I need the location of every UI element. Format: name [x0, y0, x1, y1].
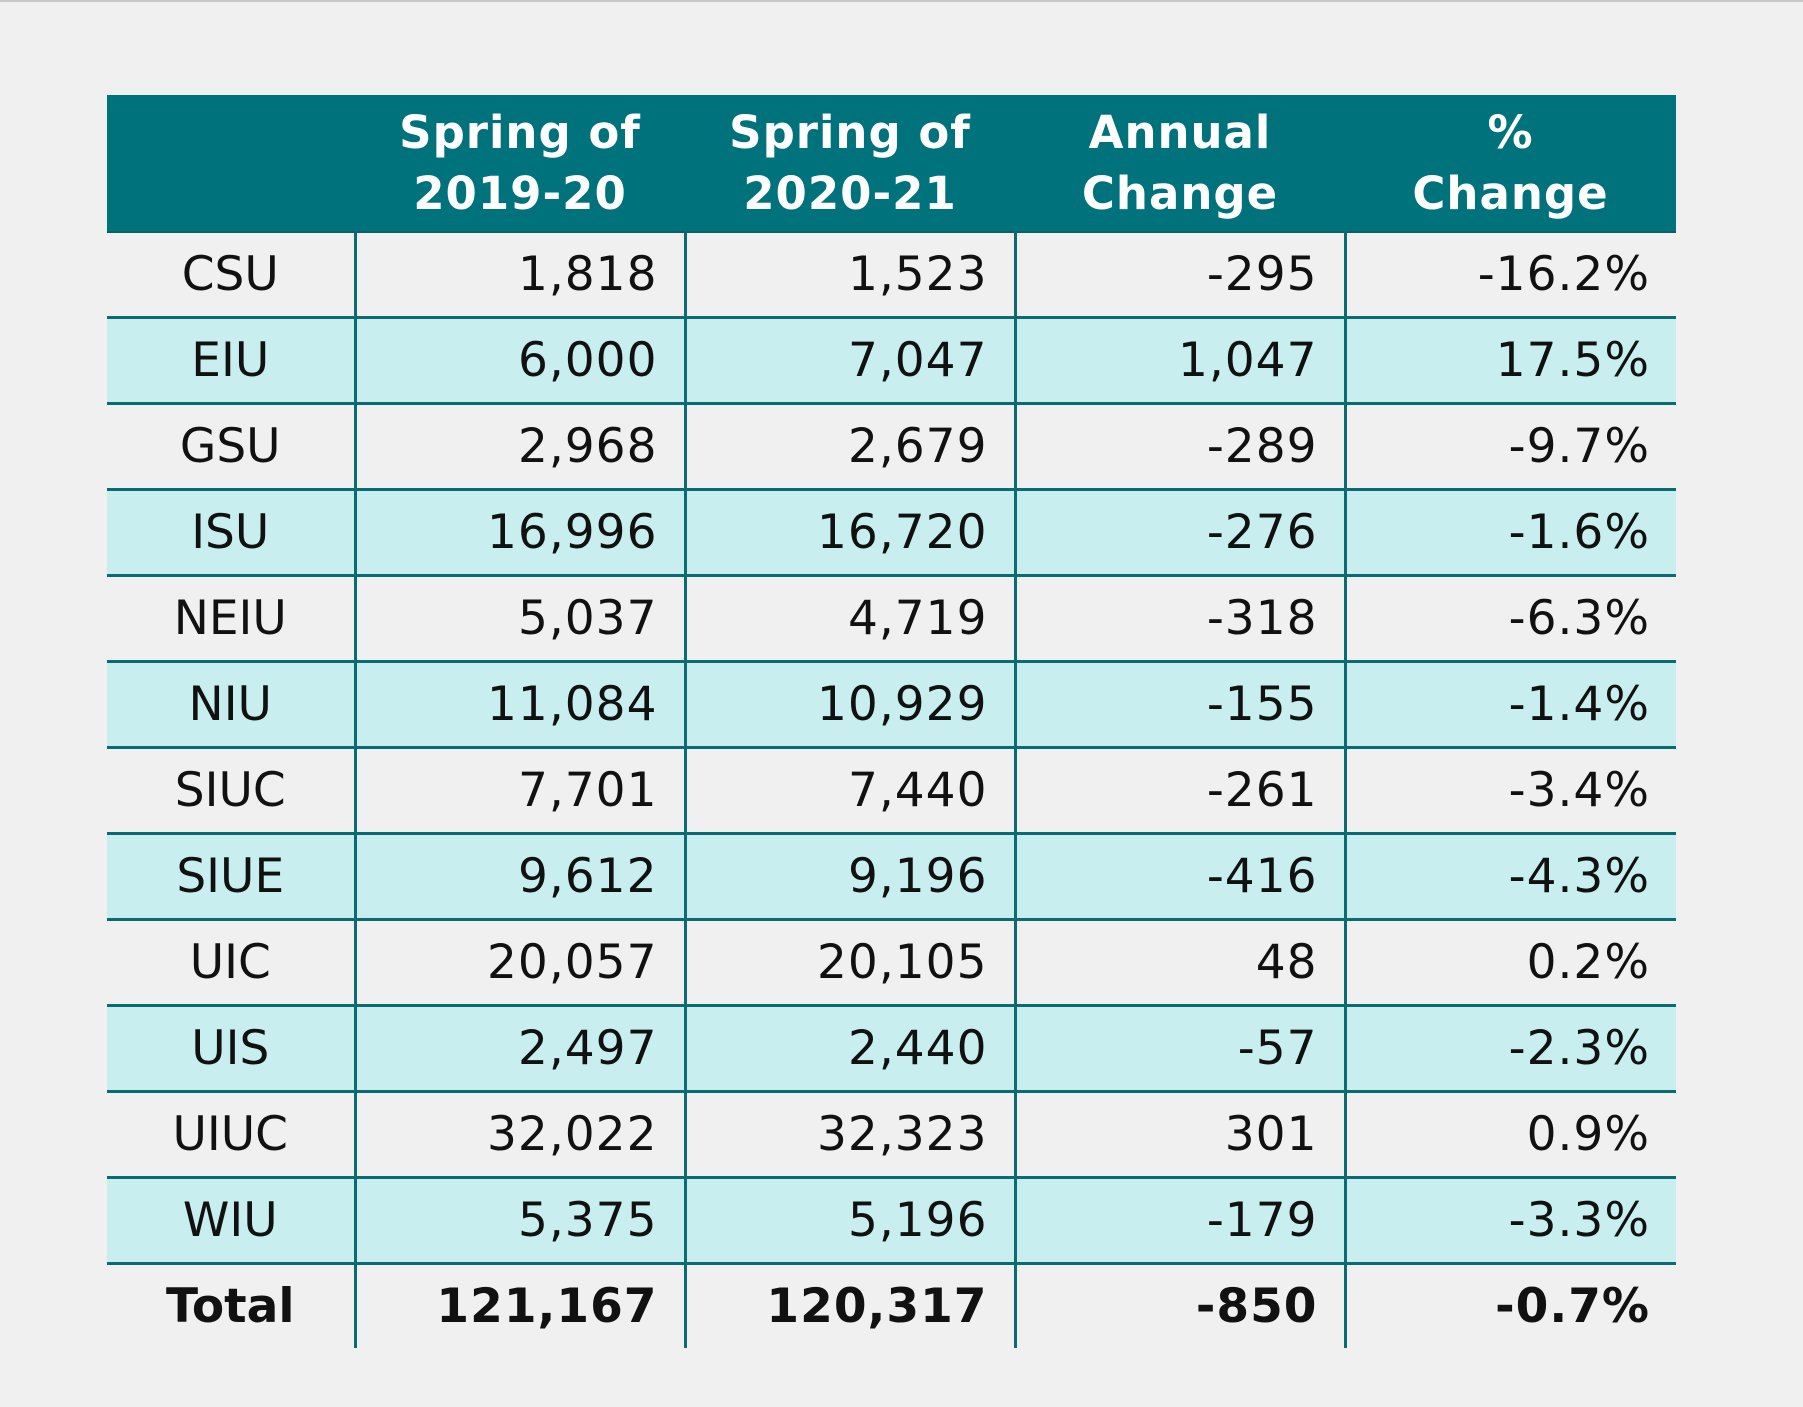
percent-change-cell: -0.7% [1343, 1263, 1676, 1348]
percent-change-cell: -9.7% [1343, 403, 1676, 491]
header-cell-spring-2020-21: Spring of 2020-21 [685, 95, 1015, 233]
header-label-line1: Spring of [399, 106, 641, 159]
header-label-line2: 2019-20 [413, 167, 627, 220]
institution-cell: ISU [107, 489, 355, 577]
header-label-line1: Spring of [729, 106, 971, 159]
institution-cell: UIC [107, 919, 355, 1007]
percent-change-cell: -1.4% [1343, 661, 1676, 749]
spring-2020-21-cell: 2,440 [683, 1005, 1015, 1093]
header-cell-annual-change: Annual Change [1015, 95, 1345, 233]
institution-cell: CSU [107, 232, 355, 319]
spring-2019-20-cell: 11,084 [353, 661, 685, 749]
spring-2019-20-cell: 20,057 [353, 919, 685, 1007]
spring-2019-20-cell: 1,818 [353, 232, 685, 319]
spring-2019-20-cell: 2,968 [353, 403, 685, 491]
percent-change-cell: -2.3% [1343, 1005, 1676, 1093]
table-row: UIUC 32,022 32,323 301 0.9% [107, 1091, 1676, 1179]
percent-change-cell: -6.3% [1343, 575, 1676, 663]
percent-change-cell: 0.2% [1343, 919, 1676, 1007]
percent-change-cell: -3.4% [1343, 747, 1676, 835]
table-row: SIUE 9,612 9,196 -416 -4.3% [107, 833, 1676, 921]
spring-2019-20-cell: 121,167 [353, 1263, 685, 1348]
spring-2020-21-cell: 10,929 [683, 661, 1015, 749]
spring-2019-20-cell: 2,497 [353, 1005, 685, 1093]
percent-change-cell: 17.5% [1343, 317, 1676, 405]
institution-cell: WIU [107, 1177, 355, 1265]
spring-2020-21-cell: 120,317 [683, 1263, 1015, 1348]
institution-cell: Total [107, 1263, 355, 1348]
table-row: WIU 5,375 5,196 -179 -3.3% [107, 1177, 1676, 1265]
header-cell-percent-change: % Change [1345, 95, 1676, 233]
institution-cell: UIS [107, 1005, 355, 1093]
institution-cell: SIUE [107, 833, 355, 921]
table-row: UIS 2,497 2,440 -57 -2.3% [107, 1005, 1676, 1093]
annual-change-cell: -276 [1013, 489, 1345, 577]
header-label-line1: Annual [1088, 106, 1272, 159]
spring-2020-21-cell: 4,719 [683, 575, 1015, 663]
table-row: EIU 6,000 7,047 1,047 17.5% [107, 317, 1676, 405]
header-label-line2: Change [1412, 167, 1609, 220]
spring-2020-21-cell: 16,720 [683, 489, 1015, 577]
institution-cell: NEIU [107, 575, 355, 663]
annual-change-cell: 301 [1013, 1091, 1345, 1179]
spring-2020-21-cell: 7,440 [683, 747, 1015, 835]
spring-2019-20-cell: 6,000 [353, 317, 685, 405]
header-label-line1: % [1487, 106, 1534, 159]
spring-2020-21-cell: 5,196 [683, 1177, 1015, 1265]
table-row: SIUC 7,701 7,440 -261 -3.4% [107, 747, 1676, 835]
annual-change-cell: -295 [1013, 232, 1345, 319]
annual-change-cell: -318 [1013, 575, 1345, 663]
percent-change-cell: -4.3% [1343, 833, 1676, 921]
header-label-line2: Change [1081, 167, 1279, 220]
header-row: Spring of 2019-20 Spring of 2020-21 Annu… [107, 95, 1676, 233]
header-cell-spring-2019-20: Spring of 2019-20 [355, 95, 685, 233]
percent-change-cell: -3.3% [1343, 1177, 1676, 1265]
top-divider-line [0, 0, 1803, 2]
annual-change-cell: 1,047 [1013, 317, 1345, 405]
annual-change-cell: -57 [1013, 1005, 1345, 1093]
annual-change-cell: -416 [1013, 833, 1345, 921]
spring-2019-20-cell: 5,375 [353, 1177, 685, 1265]
annual-change-cell: -289 [1013, 403, 1345, 491]
spring-2019-20-cell: 9,612 [353, 833, 685, 921]
spring-2020-21-cell: 32,323 [683, 1091, 1015, 1179]
table-row: GSU 2,968 2,679 -289 -9.7% [107, 403, 1676, 491]
header-cell-institution [107, 95, 355, 233]
institution-cell: EIU [107, 317, 355, 405]
institution-cell: GSU [107, 403, 355, 491]
annual-change-cell: -155 [1013, 661, 1345, 749]
annual-change-cell: 48 [1013, 919, 1345, 1007]
percent-change-cell: 0.9% [1343, 1091, 1676, 1179]
table-body: CSU 1,818 1,523 -295 -16.2% EIU 6,000 7,047 1,04… [107, 232, 1676, 1348]
spring-2020-21-cell: 20,105 [683, 919, 1015, 1007]
institution-cell: SIUC [107, 747, 355, 835]
spring-2020-21-cell: 9,196 [683, 833, 1015, 921]
table-row: UIC 20,057 20,105 48 0.2% [107, 919, 1676, 1007]
table-header: Spring of 2019-20 Spring of 2020-21 Annu… [107, 95, 1676, 233]
institution-cell: UIUC [107, 1091, 355, 1179]
percent-change-cell: -1.6% [1343, 489, 1676, 577]
percent-change-cell: -16.2% [1343, 232, 1676, 319]
institution-cell: NIU [107, 661, 355, 749]
spring-2020-21-cell: 7,047 [683, 317, 1015, 405]
spring-2020-21-cell: 1,523 [683, 232, 1015, 319]
annual-change-cell: -850 [1013, 1263, 1345, 1348]
annual-change-cell: -179 [1013, 1177, 1345, 1265]
table-row: NEIU 5,037 4,719 -318 -6.3% [107, 575, 1676, 663]
spring-2019-20-cell: 32,022 [353, 1091, 685, 1179]
table-row: CSU 1,818 1,523 -295 -16.2% [107, 232, 1676, 319]
enrollment-table-container: Spring of 2019-20 Spring of 2020-21 Annu… [107, 95, 1676, 1348]
header-label-line2: 2020-21 [743, 167, 957, 220]
spring-2019-20-cell: 16,996 [353, 489, 685, 577]
spring-2019-20-cell: 7,701 [353, 747, 685, 835]
spring-2020-21-cell: 2,679 [683, 403, 1015, 491]
spring-2019-20-cell: 5,037 [353, 575, 685, 663]
total-row: Total 121,167 120,317 -850 -0.7% [107, 1263, 1676, 1348]
annual-change-cell: -261 [1013, 747, 1345, 835]
table-row: NIU 11,084 10,929 -155 -1.4% [107, 661, 1676, 749]
enrollment-table: Spring of 2019-20 Spring of 2020-21 Annu… [107, 95, 1676, 1348]
table-row: ISU 16,996 16,720 -276 -1.6% [107, 489, 1676, 577]
